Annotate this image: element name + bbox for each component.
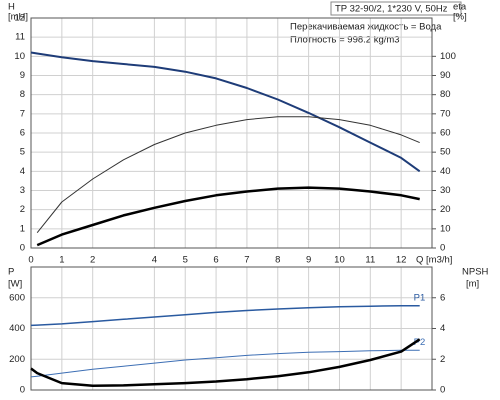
plot-frame — [30, 17, 433, 249]
y2-tick-label: 0 — [440, 385, 445, 396]
y-axis-label: H — [8, 2, 15, 13]
y-tick-label: 5 — [20, 147, 25, 158]
y2-tick-label: 100 — [440, 51, 456, 62]
y2-tick-label: 50 — [440, 147, 451, 158]
series-line — [30, 349, 420, 378]
y-tick-label: 7 — [20, 108, 25, 119]
y-tick-label: 8 — [20, 89, 25, 100]
series-line — [30, 304, 420, 327]
y2-tick-label: 90 — [440, 70, 451, 81]
y-tick-label: 400 — [9, 323, 25, 334]
y-tick-label: 3 — [20, 185, 25, 196]
y-tick-label: 10 — [14, 51, 25, 62]
y2-tick-label: 6 — [440, 292, 445, 303]
series-line — [36, 116, 420, 234]
y-tick-label: 600 — [9, 292, 25, 303]
y-axis-label: P — [8, 267, 14, 278]
y2-tick-label: 2 — [440, 354, 445, 365]
y-tick-label: 4 — [20, 166, 25, 177]
title-box — [330, 1, 462, 16]
y2-axis-label: eta — [453, 2, 467, 13]
x-tick-label: 6 — [213, 255, 218, 266]
annotation: Перекачиваемая жидкость = Вода — [290, 22, 442, 33]
y-tick-label: 200 — [9, 354, 25, 365]
y2-tick-label: 4 — [440, 323, 445, 334]
y-axis-unit: [W] — [8, 279, 22, 290]
x-tick-label: 2 — [90, 255, 95, 266]
series-line — [30, 338, 421, 387]
y2-axis-unit: [%] — [453, 12, 467, 23]
series-label: P2 — [414, 337, 426, 348]
plot-frame — [30, 266, 433, 391]
y-tick-label: 12 — [14, 13, 25, 24]
y2-tick-label: 80 — [440, 89, 451, 100]
y-tick-label: 0 — [20, 243, 25, 254]
y2-tick-label: 70 — [440, 108, 451, 119]
y2-axis-label: NPSH — [462, 267, 489, 278]
annotation: Плотность = 998.2 kg/m3 — [290, 35, 400, 46]
y-tick-label: 9 — [20, 70, 25, 81]
y-tick-label: 11 — [15, 32, 25, 43]
y-tick-label: 1 — [20, 223, 25, 234]
x-axis-label: Q [m3/h] — [416, 255, 452, 266]
y-tick-label: 6 — [20, 128, 25, 139]
y2-tick-label: 40 — [440, 166, 451, 177]
x-tick-label: 0 — [28, 255, 33, 266]
series-line — [36, 186, 420, 247]
y-tick-label: 2 — [20, 204, 25, 215]
series-label: P1 — [414, 292, 426, 303]
y2-tick-label: 0 — [440, 243, 445, 254]
x-tick-label: 10 — [334, 255, 345, 266]
y-tick-label: 0 — [20, 385, 25, 396]
series-line — [30, 51, 421, 173]
x-tick-label: 4 — [152, 255, 157, 266]
x-tick-label: 1 — [59, 255, 64, 266]
y2-tick-label: 30 — [440, 185, 451, 196]
y2-tick-label: 10 — [440, 223, 451, 234]
y-axis-unit: [mH] — [8, 12, 28, 23]
x-tick-label: 8 — [275, 255, 280, 266]
x-tick-label: 12 — [396, 255, 407, 266]
x-tick-label: 9 — [306, 255, 311, 266]
x-tick-label: 7 — [244, 255, 249, 266]
chart-title: TP 32-90/2, 1*230 V, 50Hz — [335, 4, 448, 15]
y2-axis-unit: [m] — [466, 279, 479, 290]
y2-tick-label: 60 — [440, 128, 451, 139]
x-tick-label: 5 — [183, 255, 188, 266]
x-tick-label: 11 — [365, 255, 375, 266]
y2-tick-label: 20 — [440, 204, 451, 215]
